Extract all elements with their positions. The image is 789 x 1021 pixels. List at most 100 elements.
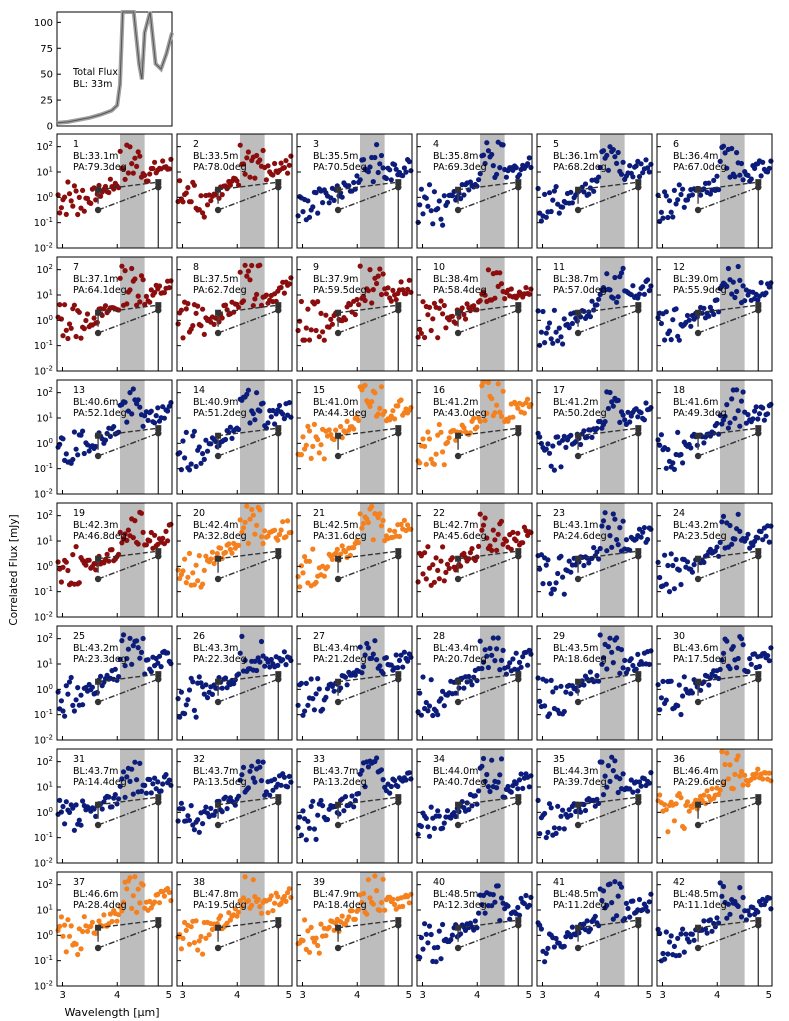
flux-point	[377, 405, 383, 411]
flux-point	[117, 783, 123, 789]
flux-point	[219, 315, 225, 321]
panel-frame	[536, 871, 653, 987]
flux-point	[436, 813, 442, 819]
flux-point	[418, 823, 424, 829]
model-line-dashed	[457, 550, 519, 560]
panel-frame	[176, 748, 293, 864]
flux-point	[614, 913, 620, 919]
flux-point	[236, 793, 242, 799]
flux-point	[308, 924, 314, 930]
flux-point	[203, 682, 209, 688]
flux-point	[140, 635, 146, 642]
model-circle-marker	[694, 698, 702, 706]
flux-point	[302, 554, 308, 560]
flux-point	[526, 784, 532, 790]
flux-point	[641, 525, 647, 531]
flux-point	[766, 284, 772, 290]
flux-point	[70, 805, 76, 811]
y-tick-label: 102	[36, 140, 53, 153]
flux-point	[380, 517, 386, 524]
flux-point	[393, 652, 399, 658]
flux-point	[303, 680, 309, 686]
flux-point	[714, 297, 720, 303]
panel-points	[655, 143, 774, 224]
flux-point	[594, 549, 600, 555]
y-tick-label: 10-1	[34, 831, 53, 844]
flux-point	[258, 910, 265, 916]
flux-point	[763, 533, 769, 539]
flux-point	[701, 440, 707, 446]
flux-point	[200, 821, 206, 827]
model-line-dashdot	[577, 186, 639, 211]
model-line-dashdot	[457, 924, 519, 949]
y-tick-label: 10-1	[34, 708, 53, 721]
flux-point	[758, 528, 764, 535]
flux-point	[605, 763, 611, 769]
panel-points	[295, 873, 414, 956]
flux-point	[362, 382, 368, 388]
flux-point	[135, 541, 141, 547]
flux-point	[485, 664, 491, 671]
band-shade	[479, 872, 505, 986]
flux-point	[165, 885, 171, 892]
flux-point	[390, 408, 396, 414]
flux-point	[80, 798, 86, 804]
panel-points	[295, 503, 414, 590]
flux-point	[418, 186, 424, 192]
flux-point	[525, 396, 531, 402]
model-line-dashed	[97, 550, 159, 560]
flux-point	[247, 516, 253, 522]
flux-point	[137, 900, 143, 906]
flux-point	[513, 538, 519, 544]
flux-point	[627, 419, 633, 425]
flux-point	[73, 333, 79, 340]
flux-point	[55, 559, 61, 565]
model-square-marker	[395, 425, 402, 432]
flux-point	[668, 933, 674, 939]
flux-point	[528, 286, 534, 292]
panel-position-angle: PA:78.0deg	[193, 162, 247, 173]
panel-position-angle: PA:17.5deg	[673, 654, 727, 665]
flux-point	[329, 321, 335, 327]
flux-point	[278, 284, 284, 291]
model-line-dashdot	[337, 555, 399, 580]
flux-point	[62, 302, 68, 308]
model-square-marker	[275, 302, 282, 309]
flux-point	[716, 920, 722, 926]
flux-point	[242, 262, 248, 268]
flux-point	[158, 788, 164, 794]
flux-point	[129, 265, 135, 272]
flux-point	[252, 531, 258, 537]
flux-point	[698, 687, 704, 693]
flux-point	[71, 302, 77, 308]
flux-point	[551, 467, 557, 473]
model-line-dashdot	[697, 924, 759, 949]
flux-point	[518, 664, 524, 670]
flux-point	[573, 439, 579, 445]
flux-point	[372, 390, 378, 396]
flux-point	[675, 703, 681, 709]
flux-point	[415, 579, 421, 585]
flux-point	[306, 337, 313, 343]
x-tick-label: 5	[166, 990, 172, 1001]
flux-point	[119, 776, 125, 782]
flux-point	[338, 685, 344, 691]
flux-point	[492, 658, 498, 664]
flux-point	[497, 409, 503, 415]
model-line-dashdot	[217, 432, 279, 457]
y-tick-label: 101	[36, 412, 53, 425]
flux-point	[211, 812, 217, 818]
flux-point	[630, 174, 636, 180]
flux-point	[428, 327, 434, 334]
flux-point	[507, 660, 513, 666]
flux-point	[605, 167, 611, 173]
flux-point	[247, 768, 253, 774]
flux-point	[740, 177, 746, 183]
flux-point	[538, 329, 544, 335]
flux-point	[546, 190, 553, 196]
flux-point	[755, 535, 761, 541]
flux-point	[262, 528, 268, 534]
flux-point	[73, 697, 79, 703]
flux-point	[498, 413, 505, 419]
